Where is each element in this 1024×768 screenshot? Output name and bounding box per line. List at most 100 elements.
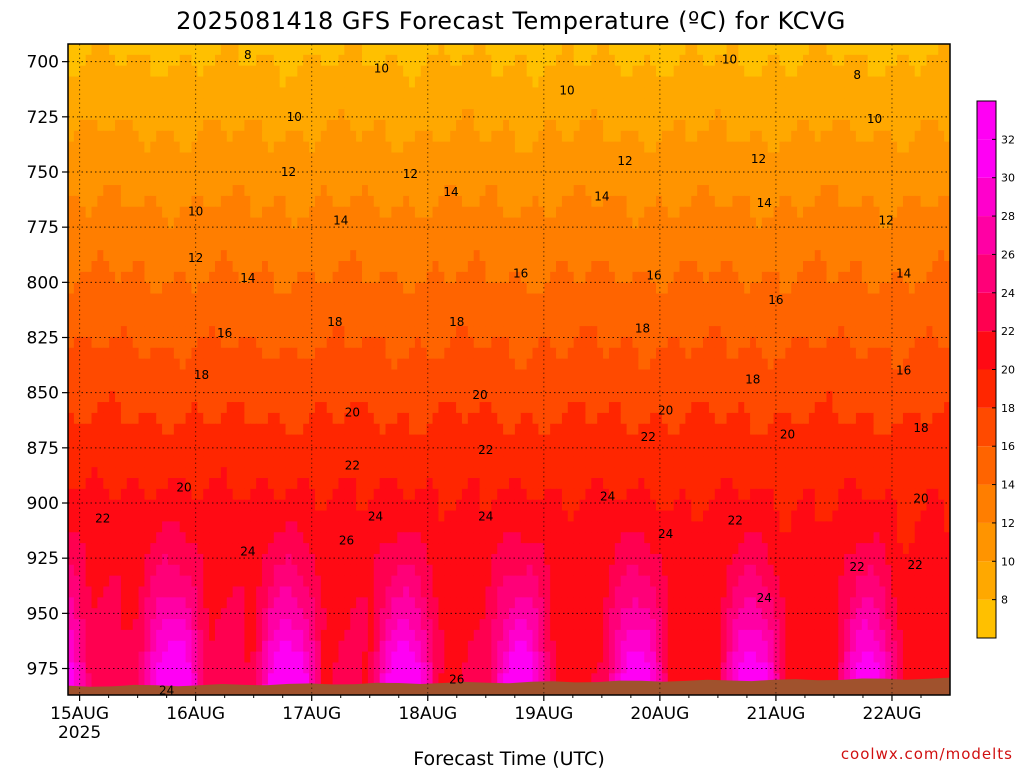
field-cell <box>667 271 675 284</box>
field-cell <box>585 206 592 219</box>
field-cell <box>285 391 293 403</box>
field-cell <box>755 65 763 78</box>
field-cell <box>238 152 245 164</box>
field-cell <box>861 380 869 392</box>
field-cell <box>162 65 169 78</box>
field-cell <box>303 174 310 186</box>
field-cell <box>691 217 698 230</box>
field-cell <box>926 315 933 327</box>
field-cell <box>209 44 216 56</box>
field-cell <box>220 391 228 403</box>
field-cell <box>520 336 528 349</box>
field-cell <box>567 119 575 132</box>
field-cell <box>755 293 763 305</box>
field-cell <box>926 261 933 273</box>
field-cell <box>97 304 104 316</box>
field-cell <box>385 195 392 208</box>
field-cell <box>591 195 598 208</box>
field-cell <box>567 391 575 403</box>
field-cell <box>179 250 187 262</box>
field-cell <box>826 87 833 99</box>
field-cell <box>855 195 863 208</box>
field-cell <box>914 76 922 88</box>
field-cell <box>814 293 822 305</box>
field-cell <box>755 217 763 230</box>
field-cell <box>603 109 610 121</box>
field-cell <box>808 174 816 186</box>
field-cell <box>685 54 692 67</box>
field-cell <box>638 152 645 164</box>
field-cell <box>456 174 463 186</box>
field-cell <box>650 358 657 371</box>
field-cell <box>720 87 728 99</box>
field-cell <box>844 44 851 56</box>
field-cell <box>209 369 216 381</box>
field-cell <box>514 54 522 67</box>
field-cell <box>773 293 781 305</box>
field-cell <box>632 65 639 78</box>
field-cell <box>526 206 534 219</box>
field-cell <box>561 271 569 284</box>
field-cell <box>573 315 581 327</box>
field-cell <box>103 380 110 392</box>
field-cell <box>650 174 657 186</box>
field-cell <box>350 358 357 371</box>
field-cell <box>326 271 334 284</box>
field-cell <box>403 76 410 88</box>
field-cell <box>414 282 422 295</box>
field-cell <box>391 293 398 305</box>
field-cell <box>367 217 375 230</box>
field-cell <box>262 65 269 78</box>
field-cell <box>738 163 745 175</box>
field-cell <box>585 195 592 208</box>
field-cell <box>109 65 116 78</box>
field-cell <box>332 250 340 262</box>
field-cell <box>703 336 710 349</box>
field-cell <box>538 228 545 240</box>
field-cell <box>808 119 816 132</box>
field-cell <box>491 326 498 338</box>
field-cell <box>773 391 781 403</box>
field-cell <box>673 141 681 154</box>
field-cell <box>226 369 234 381</box>
field-cell <box>132 315 140 327</box>
field-cell <box>644 65 651 78</box>
field-cell <box>567 304 575 316</box>
field-cell <box>444 185 451 197</box>
field-cell <box>697 217 704 230</box>
field-cell <box>485 380 492 392</box>
field-cell <box>573 87 581 99</box>
field-cell <box>744 358 751 371</box>
field-cell <box>873 87 881 99</box>
field-cell <box>461 250 469 262</box>
field-cell <box>162 163 169 175</box>
field-cell <box>85 217 93 230</box>
field-cell <box>373 76 381 88</box>
field-cell <box>838 380 845 392</box>
field-cell <box>250 239 257 251</box>
field-cell <box>438 98 445 110</box>
field-cell <box>861 304 869 316</box>
field-cell <box>838 119 845 132</box>
field-cell <box>938 369 945 381</box>
field-cell <box>861 391 869 403</box>
field-cell <box>344 87 351 99</box>
field-cell <box>626 76 634 88</box>
field-cell <box>109 228 116 240</box>
field-cell <box>685 174 692 186</box>
field-cell <box>220 326 228 338</box>
field-cell <box>720 369 728 381</box>
field-cell <box>926 239 933 251</box>
field-cell <box>144 347 151 360</box>
field-cell <box>738 304 745 316</box>
field-cell <box>938 195 945 208</box>
field-cell <box>126 358 134 371</box>
field-cell <box>79 206 87 219</box>
field-cell <box>497 315 504 327</box>
field-cell <box>844 163 851 175</box>
field-cell <box>567 315 575 327</box>
field-cell <box>203 44 210 56</box>
field-cell <box>309 44 316 56</box>
field-cell <box>350 380 357 392</box>
field-cell <box>285 185 293 197</box>
